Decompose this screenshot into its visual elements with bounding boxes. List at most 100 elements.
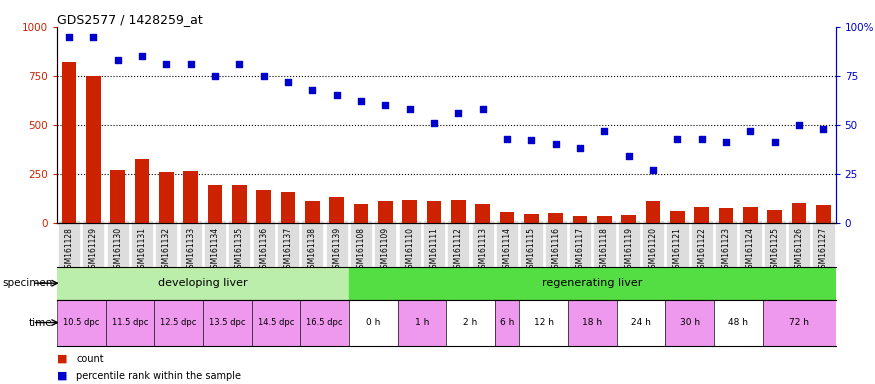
Point [695, 136, 709, 142]
Bar [203, 300, 252, 346]
Text: developing liver: developing liver [158, 278, 248, 288]
Text: 30 h: 30 h [680, 318, 700, 327]
Bar [354, 204, 368, 223]
Point [598, 127, 612, 134]
Bar [695, 207, 709, 223]
Bar [402, 200, 417, 223]
Point [184, 61, 198, 67]
Bar [792, 203, 807, 223]
Bar [670, 211, 685, 223]
Bar [184, 171, 198, 223]
Text: regenerating liver: regenerating liver [542, 278, 642, 288]
Bar [597, 216, 612, 223]
Bar [300, 300, 349, 346]
Bar [718, 208, 733, 223]
Point [87, 34, 101, 40]
Point [452, 110, 466, 116]
Bar [452, 200, 466, 223]
Text: time: time [29, 318, 52, 328]
Text: 14.5 dpc: 14.5 dpc [258, 318, 294, 327]
Bar [646, 201, 661, 223]
Text: GDS2577 / 1428259_at: GDS2577 / 1428259_at [57, 13, 203, 26]
Bar [446, 300, 495, 346]
Text: 6 h: 6 h [500, 318, 514, 327]
Bar [106, 300, 154, 346]
Bar [568, 300, 617, 346]
Bar [665, 300, 714, 346]
Point [573, 145, 587, 151]
Point [744, 127, 758, 134]
Bar [349, 300, 397, 346]
Text: 16.5 dpc: 16.5 dpc [306, 318, 343, 327]
Bar [62, 62, 76, 223]
Point [256, 73, 270, 79]
Bar [281, 192, 296, 223]
Text: 12.5 dpc: 12.5 dpc [160, 318, 197, 327]
Text: 12 h: 12 h [534, 318, 554, 327]
Bar [110, 170, 125, 223]
Bar [617, 300, 665, 346]
Bar [305, 201, 319, 223]
Bar [57, 267, 349, 300]
Point [159, 61, 173, 67]
Point [111, 57, 125, 63]
Point [622, 153, 636, 159]
Bar [763, 300, 836, 346]
Bar [349, 267, 836, 300]
Bar [549, 213, 564, 223]
Point [281, 79, 295, 85]
Point [719, 139, 733, 146]
Text: ■: ■ [57, 354, 67, 364]
Bar [329, 197, 344, 223]
Text: ■: ■ [57, 371, 67, 381]
Text: percentile rank within the sample: percentile rank within the sample [76, 371, 242, 381]
Text: count: count [76, 354, 104, 364]
Text: 2 h: 2 h [464, 318, 478, 327]
Point [330, 92, 344, 98]
Bar [397, 300, 446, 346]
Bar [57, 300, 106, 346]
Text: 10.5 dpc: 10.5 dpc [63, 318, 100, 327]
Bar [256, 190, 271, 223]
Point [402, 106, 416, 112]
Bar [159, 172, 173, 223]
Text: 0 h: 0 h [366, 318, 381, 327]
Bar [232, 185, 247, 223]
Point [208, 73, 222, 79]
Point [670, 136, 684, 142]
Point [62, 34, 76, 40]
Text: 13.5 dpc: 13.5 dpc [209, 318, 246, 327]
Bar [154, 300, 203, 346]
Bar [524, 214, 539, 223]
Text: specimen: specimen [2, 278, 52, 288]
Bar [743, 207, 758, 223]
Bar [621, 215, 636, 223]
Text: 18 h: 18 h [582, 318, 602, 327]
Point [549, 141, 563, 147]
Point [792, 122, 806, 128]
Bar [427, 201, 441, 223]
Point [427, 120, 441, 126]
Bar [767, 210, 782, 223]
Bar [495, 300, 519, 346]
Point [354, 98, 368, 104]
Point [767, 139, 781, 146]
Bar [573, 216, 587, 223]
Bar [378, 201, 393, 223]
Point [816, 126, 830, 132]
Text: 24 h: 24 h [631, 318, 651, 327]
Point [646, 167, 660, 173]
Point [135, 53, 149, 59]
Bar [207, 185, 222, 223]
Point [500, 136, 514, 142]
Bar [519, 300, 568, 346]
Point [305, 86, 319, 93]
Bar [500, 212, 514, 223]
Text: 11.5 dpc: 11.5 dpc [112, 318, 148, 327]
Bar [475, 204, 490, 223]
Bar [714, 300, 763, 346]
Bar [135, 159, 150, 223]
Point [476, 106, 490, 112]
Text: 1 h: 1 h [415, 318, 429, 327]
Point [378, 102, 392, 108]
